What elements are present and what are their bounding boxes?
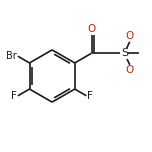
Text: F: F bbox=[87, 91, 93, 101]
Text: S: S bbox=[121, 48, 128, 58]
Text: O: O bbox=[126, 31, 134, 41]
Text: Br: Br bbox=[6, 51, 17, 61]
Text: O: O bbox=[87, 24, 96, 34]
Text: O: O bbox=[126, 66, 134, 76]
Text: F: F bbox=[11, 91, 17, 101]
